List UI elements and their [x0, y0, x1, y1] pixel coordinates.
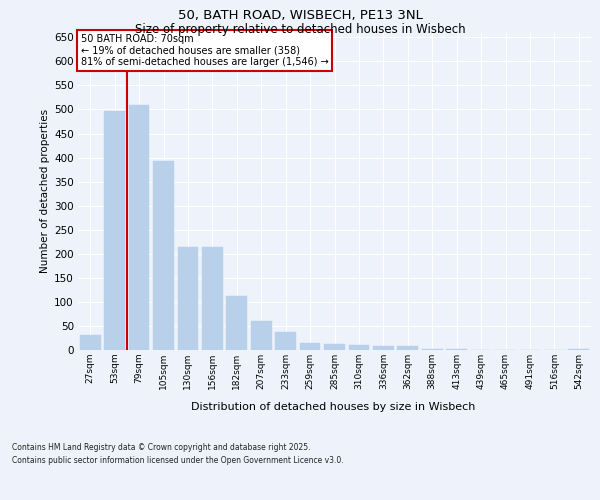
Text: 50, BATH ROAD, WISBECH, PE13 3NL: 50, BATH ROAD, WISBECH, PE13 3NL	[178, 9, 422, 22]
Bar	[422, 348, 443, 350]
Text: Size of property relative to detached houses in Wisbech: Size of property relative to detached ho…	[134, 22, 466, 36]
Bar	[178, 246, 199, 350]
Bar	[568, 348, 589, 350]
Bar	[299, 343, 320, 350]
Bar	[202, 246, 223, 350]
Bar	[104, 111, 125, 350]
Bar	[128, 104, 149, 350]
Text: Contains HM Land Registry data © Crown copyright and database right 2025.: Contains HM Land Registry data © Crown c…	[12, 442, 311, 452]
Bar	[153, 161, 174, 350]
Bar	[397, 346, 418, 350]
Bar	[349, 345, 370, 350]
Bar	[80, 334, 101, 350]
Bar	[226, 296, 247, 350]
Bar	[324, 344, 345, 350]
Text: Distribution of detached houses by size in Wisbech: Distribution of detached houses by size …	[191, 402, 475, 412]
Bar	[446, 348, 467, 350]
Text: Contains public sector information licensed under the Open Government Licence v3: Contains public sector information licen…	[12, 456, 344, 465]
Text: 50 BATH ROAD: 70sqm
← 19% of detached houses are smaller (358)
81% of semi-detac: 50 BATH ROAD: 70sqm ← 19% of detached ho…	[80, 34, 328, 68]
Bar	[251, 321, 272, 350]
Bar	[373, 346, 394, 350]
Bar	[275, 332, 296, 350]
Y-axis label: Number of detached properties: Number of detached properties	[40, 109, 50, 274]
